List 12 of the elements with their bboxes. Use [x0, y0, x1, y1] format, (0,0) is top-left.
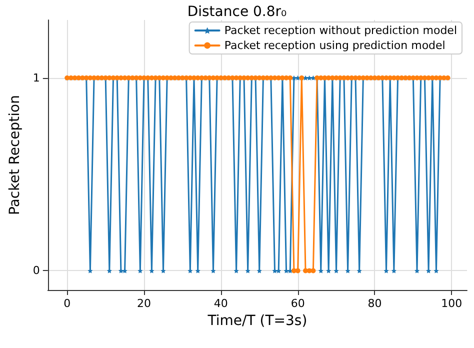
legend-label: Packet reception using prediction model	[224, 39, 446, 52]
x-tick-label: 100	[441, 297, 462, 310]
legend-label: Packet reception without prediction model	[224, 24, 458, 37]
y-tick-label: 1	[32, 71, 40, 84]
y-axis-title: Packet Reception	[7, 95, 23, 215]
x-tick-label: 0	[64, 297, 71, 310]
chart-title: Distance 0.8r₀	[187, 4, 288, 20]
x-tick-label: 20	[137, 297, 152, 310]
x-tick-label: 40	[214, 297, 228, 310]
x-tick-label: 60	[290, 297, 305, 310]
x-tick-label: 80	[368, 297, 382, 310]
x-axis-title: Time/T (T=3s)	[206, 313, 308, 329]
